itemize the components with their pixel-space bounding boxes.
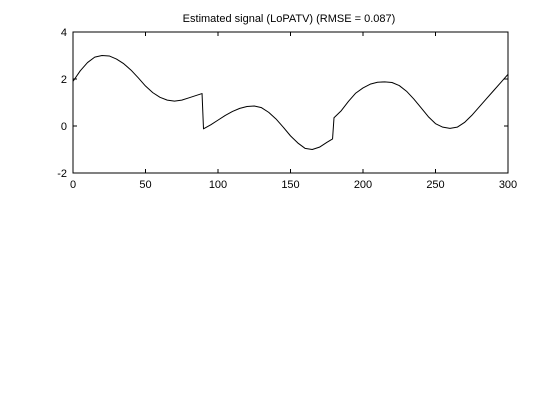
x-tick-label: 150 <box>281 179 299 191</box>
x-tick-label: 100 <box>209 179 227 191</box>
y-tick-label: 0 <box>61 121 67 133</box>
plot-area <box>72 31 509 174</box>
y-tick-label: 4 <box>61 27 67 39</box>
series-layer <box>72 55 509 150</box>
x-tick-label: 200 <box>354 179 372 191</box>
y-tick-label: -2 <box>57 168 67 180</box>
axis-ticks <box>72 31 509 174</box>
x-tick-label: 50 <box>139 179 151 191</box>
series-line <box>72 55 509 150</box>
x-tick-label: 0 <box>70 179 76 191</box>
y-tick-label: 2 <box>61 74 67 86</box>
chart-title: Estimated signal (LoPATV) (RMSE = 0.087) <box>183 13 396 25</box>
x-tick-label: 250 <box>426 179 444 191</box>
x-tick-label: 300 <box>499 179 517 191</box>
